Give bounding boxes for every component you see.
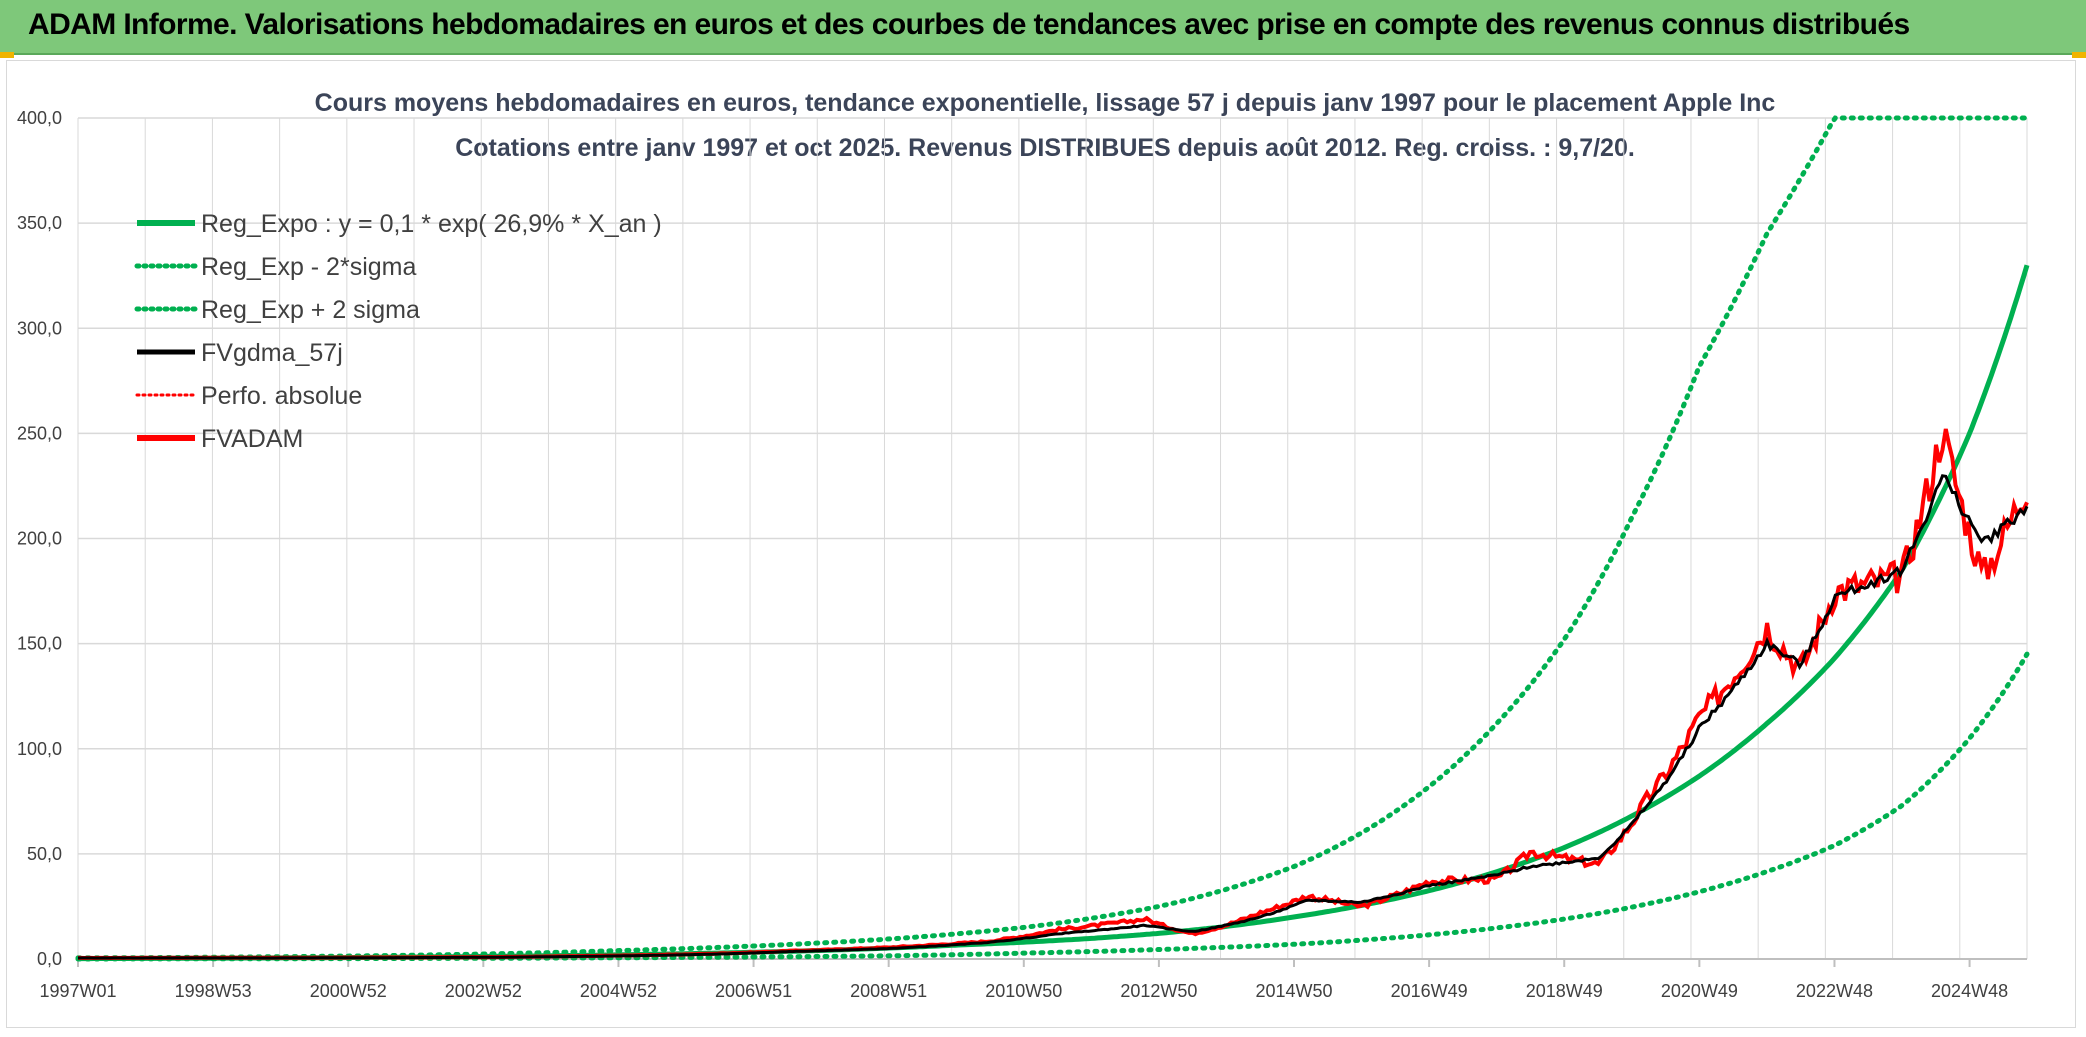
x-tick-label: 2022W48 [1796, 981, 1873, 1001]
series-fvadam [78, 428, 2029, 961]
header-bar: ADAM Informe. Valorisations hebdomadaire… [0, 0, 2086, 55]
x-tick-label: 2002W52 [445, 981, 522, 1001]
x-tick-label: 2016W49 [1391, 981, 1468, 1001]
series-fvgdma [77, 474, 2029, 960]
x-axis-ticks: 1997W01 1998W53 2000W52 2002W52 2004W52 2006W… [39, 959, 2008, 1001]
x-tick-label: 2020W49 [1661, 981, 1738, 1001]
legend-label-reg-exp-plus: Reg_Exp + 2 sigma [201, 296, 420, 324]
y-axis-ticks: 0,0 50,0 100,0 150,0 200,0 250,0 300,0 350,0 400… [17, 108, 62, 969]
chart-title-line1: Cours moyens hebdomadaires en euros, ten… [315, 89, 1776, 117]
x-tick-label: 2006W51 [715, 981, 792, 1001]
x-tick-label: 2012W50 [1120, 981, 1197, 1001]
x-tick-label: 2018W49 [1526, 981, 1603, 1001]
y-tick-label: 350,0 [17, 213, 62, 233]
x-tick-label: 1998W53 [175, 981, 252, 1001]
corner-mark-right [2072, 52, 2086, 58]
y-tick-label: 50,0 [27, 844, 62, 864]
y-tick-label: 150,0 [17, 634, 62, 654]
grid [77, 117, 2028, 960]
chart-title-line2: Cotations entre janv 1997 et oct 2025. R… [455, 134, 1635, 162]
x-tick-label: 2010W50 [985, 981, 1062, 1001]
x-tick-label: 2014W50 [1255, 981, 1332, 1001]
legend-label-perfo: Perfo. absolue [201, 382, 362, 410]
legend-label-fvgdma: FVgdma_57j [201, 339, 343, 367]
x-tick-label: 2004W52 [580, 981, 657, 1001]
legend-label-reg-exp-minus: Reg_Exp - 2*sigma [201, 253, 416, 281]
y-tick-label: 100,0 [17, 739, 62, 759]
legend-label-reg-expo: Reg_Expo : y = 0,1 * exp( 26,9% * X_an ) [201, 210, 662, 238]
x-tick-label: 2008W51 [850, 981, 927, 1001]
legend: Reg_Expo : y = 0,1 * exp( 26,9% * X_an )… [134, 210, 662, 453]
y-tick-label: 200,0 [17, 529, 62, 549]
x-tick-label: 2000W52 [310, 981, 387, 1001]
y-tick-label: 300,0 [17, 318, 62, 338]
series [75, 115, 2030, 962]
corner-mark-left [0, 52, 14, 58]
x-tick-label: 2024W48 [1931, 981, 2008, 1001]
chart-frame [6, 60, 2076, 1028]
y-tick-label: 0,0 [37, 949, 62, 969]
series-reg-exp-minus [75, 651, 2030, 962]
y-tick-label: 400,0 [17, 108, 62, 128]
x-tick-label: 1997W01 [39, 981, 116, 1001]
page-title: ADAM Informe. Valorisations hebdomadaire… [28, 8, 1910, 41]
legend-label-fvadam: FVADAM [201, 425, 303, 453]
y-tick-label: 250,0 [17, 423, 62, 443]
